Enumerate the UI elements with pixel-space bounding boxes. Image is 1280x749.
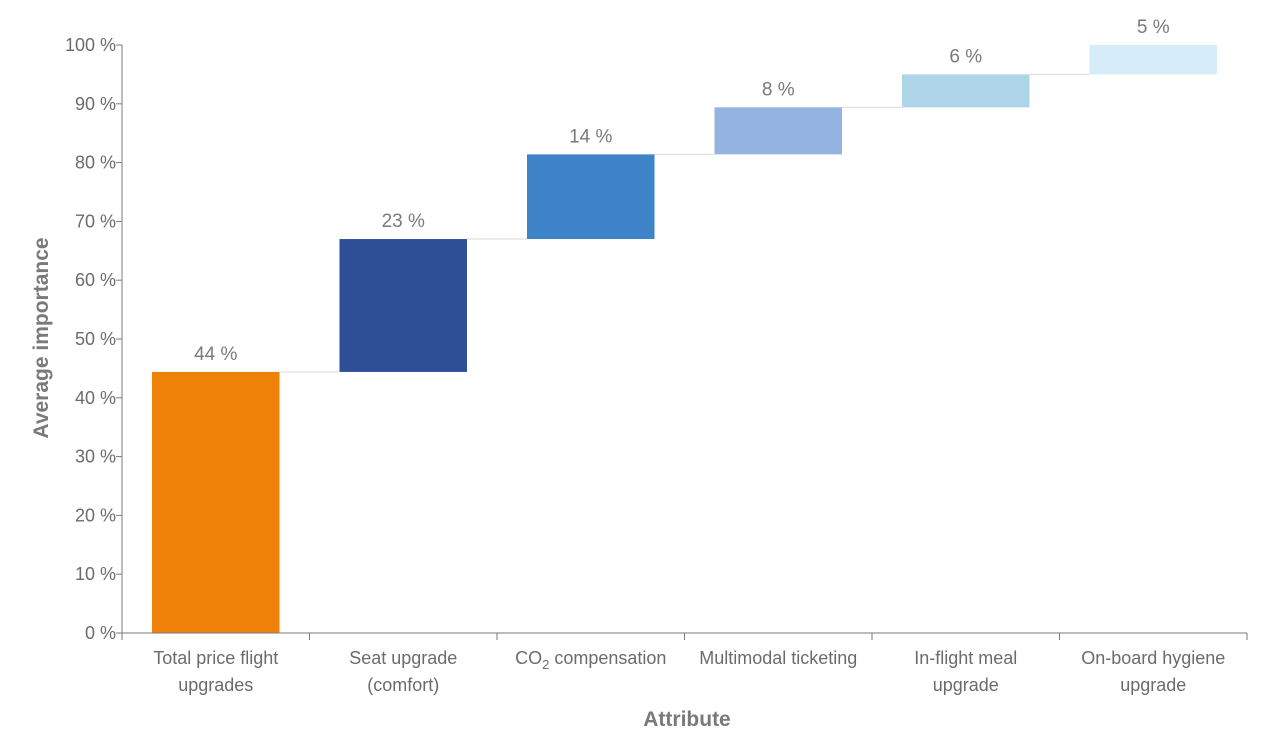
data-labels: 44 % 23 % 14 % 8 % 6 % 5 % <box>194 17 1170 365</box>
y-tick-label: 100 % <box>65 35 116 55</box>
x-axis-title: Attribute <box>643 708 731 731</box>
y-tick-label: 80 % <box>75 153 116 173</box>
y-tick-label: 30 % <box>75 447 116 467</box>
data-label: 14 % <box>569 126 612 147</box>
bars <box>152 45 1217 633</box>
bar <box>1089 45 1217 75</box>
data-label: 44 % <box>194 344 237 365</box>
x-axis: Total price flight upgrades Seat upgrade (c… <box>121 632 1248 695</box>
y-tick-label: 10 % <box>75 564 116 584</box>
y-tick-label: 0 % <box>85 623 116 643</box>
y-tick-label: 90 % <box>75 94 116 114</box>
category-label: Multimodal ticketing <box>699 648 857 668</box>
bar <box>339 239 467 372</box>
category-label: upgrade <box>1120 675 1186 695</box>
y-tick-label: 20 % <box>75 505 116 525</box>
y-tick-label: 70 % <box>75 211 116 231</box>
y-tick-label: 40 % <box>75 388 116 408</box>
y-tick-label: 50 % <box>75 329 116 349</box>
y-axis: 0 % 10 % 20 % 30 % 40 % 50 % 60 % 70 % 80 % 90 % 1… <box>65 35 123 643</box>
category-label: On-board hygiene <box>1081 648 1225 668</box>
category-label: Seat upgrade <box>349 648 457 668</box>
category-label: Total price flight <box>153 648 278 668</box>
category-label: CO2 compensation <box>515 648 666 672</box>
category-label: (comfort) <box>367 675 439 695</box>
category-label: In-flight meal <box>914 648 1017 668</box>
category-label: upgrades <box>178 675 253 695</box>
bar <box>714 107 842 155</box>
category-label: upgrade <box>933 675 999 695</box>
y-axis-title: Average importance <box>30 237 53 438</box>
data-label: 6 % <box>949 46 982 67</box>
bar <box>152 371 280 633</box>
data-label: 23 % <box>382 211 425 232</box>
bar <box>902 74 1030 108</box>
bar <box>527 154 655 240</box>
y-tick-label: 60 % <box>75 270 116 290</box>
connector-lines <box>279 73 1090 373</box>
data-label: 5 % <box>1137 17 1170 38</box>
data-label: 8 % <box>762 79 795 100</box>
